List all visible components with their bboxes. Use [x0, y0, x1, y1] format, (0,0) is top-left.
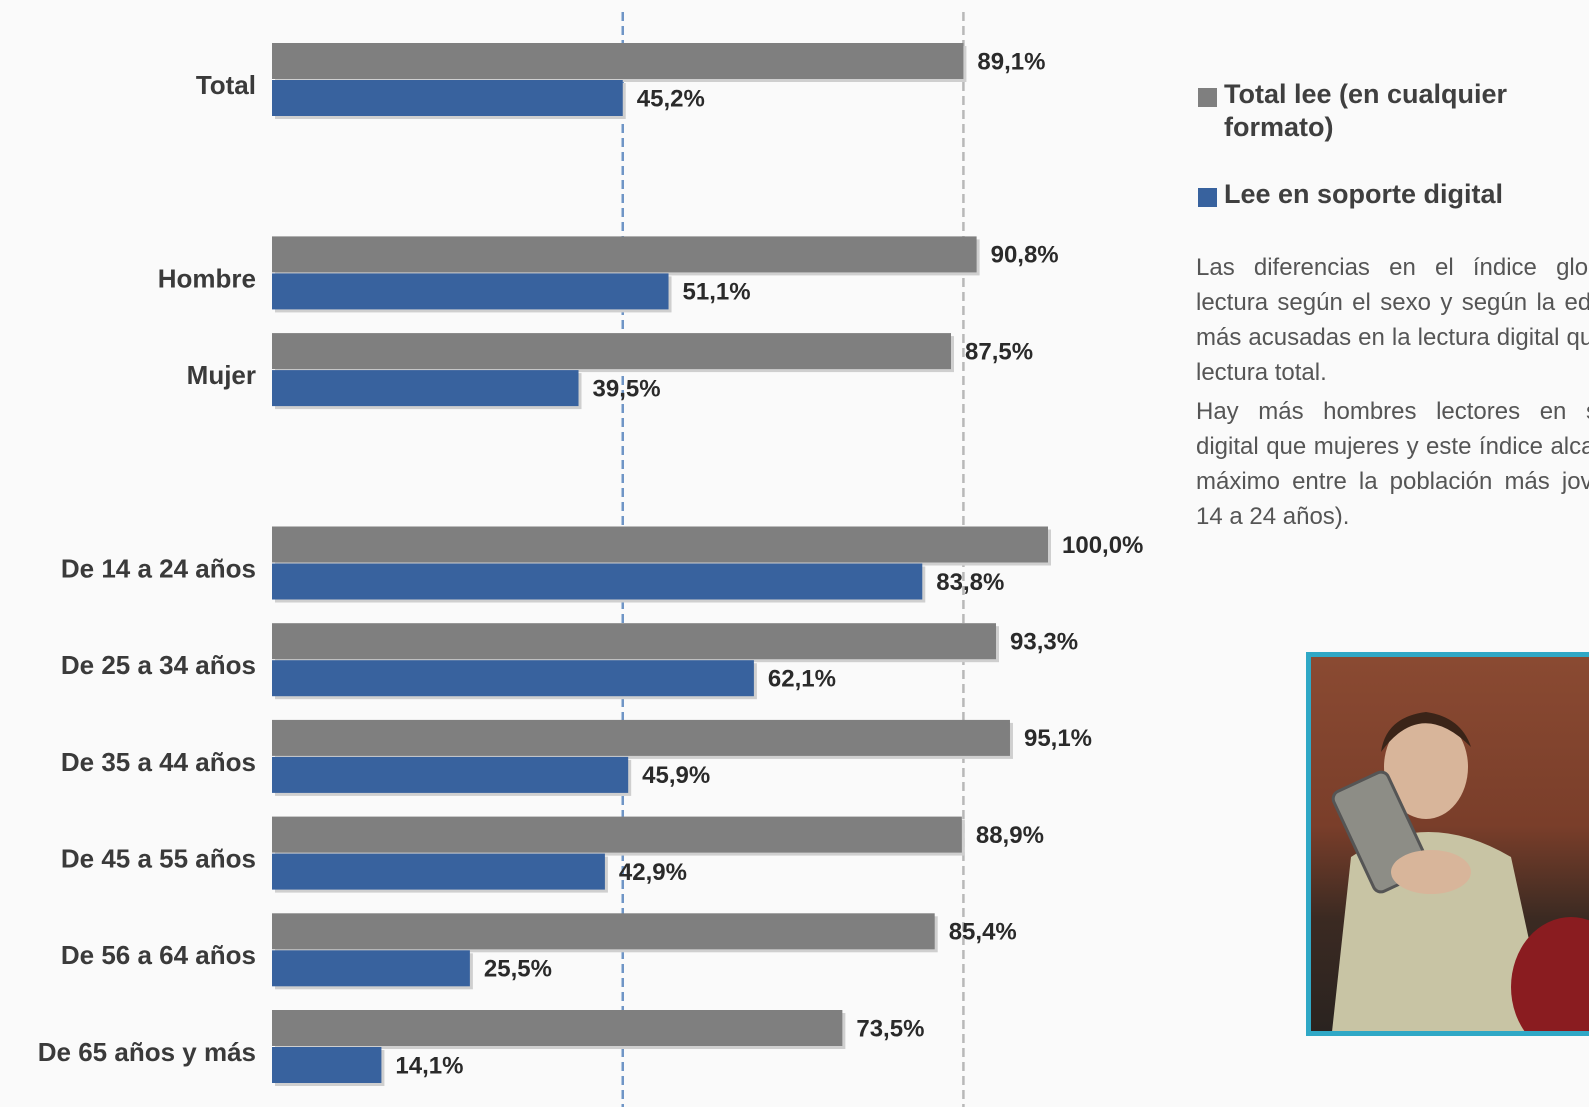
bar	[272, 913, 935, 950]
value-label: 45,2%	[637, 85, 705, 112]
bar	[272, 756, 629, 793]
bar	[272, 526, 1048, 563]
category-label: Total	[196, 70, 256, 100]
legend-label: Lee en soporte digital	[1224, 179, 1504, 209]
value-label: 14,1%	[395, 1052, 463, 1079]
photo-drawing	[1331, 712, 1589, 1031]
category-label: De 35 a 44 años	[61, 747, 256, 777]
category-label: De 45 a 55 años	[61, 843, 256, 873]
note: Las diferencias en el índice global de l…	[1196, 250, 1589, 538]
value-label: 100,0%	[1062, 532, 1143, 559]
bar	[272, 660, 754, 697]
legend-item: Lee en soporte digital	[1198, 178, 1589, 211]
value-label: 39,5%	[593, 375, 661, 402]
value-label: 85,4%	[949, 919, 1017, 946]
category-label: De 25 a 34 años	[61, 650, 256, 680]
legend: Total lee (en cualquier formato) Lee en s…	[1198, 78, 1589, 245]
value-label: 51,1%	[683, 279, 751, 306]
bar	[272, 623, 997, 660]
photo	[1306, 652, 1589, 1036]
value-label: 87,5%	[965, 338, 1033, 365]
legend-item: Total lee (en cualquier formato)	[1198, 78, 1589, 144]
note-text: Hay más hombres lectores en soporte digi…	[1196, 398, 1589, 530]
bar	[272, 1047, 382, 1083]
category-label: De 14 a 24 años	[61, 553, 256, 583]
chart: Total 89,1% 45,2% Hombre 90,8% 51,1% Mujer 87,5…	[38, 12, 1143, 1107]
legend-swatch	[1198, 188, 1217, 207]
value-label: 90,8%	[991, 242, 1059, 269]
value-label: 89,1%	[977, 48, 1045, 75]
note-text: Las diferencias en el índice global de l…	[1196, 254, 1589, 386]
bar	[272, 273, 669, 310]
value-label: 42,9%	[619, 859, 687, 886]
category-label: Mujer	[187, 360, 256, 390]
bar	[272, 719, 1010, 756]
value-label: 25,5%	[484, 956, 552, 983]
bar	[272, 333, 951, 370]
value-label: 88,9%	[976, 822, 1044, 849]
bar	[272, 816, 962, 853]
value-label: 73,5%	[856, 1015, 924, 1042]
category-label: Hombre	[158, 263, 256, 293]
legend-label: Total lee (en cualquier formato)	[1224, 79, 1508, 142]
bar	[272, 43, 964, 79]
legend-swatch	[1198, 88, 1217, 107]
value-label: 83,8%	[936, 569, 1004, 596]
bar	[272, 853, 605, 890]
bar	[272, 1010, 843, 1046]
category-label: De 56 a 64 años	[61, 940, 256, 970]
bar	[272, 563, 923, 600]
value-label: 93,3%	[1010, 629, 1078, 656]
bar	[272, 370, 579, 407]
category-label: De 65 años y más	[38, 1037, 256, 1067]
bar	[272, 236, 977, 273]
value-label: 45,9%	[642, 762, 710, 789]
value-label: 95,1%	[1024, 725, 1092, 752]
bar	[272, 950, 470, 987]
value-label: 62,1%	[768, 666, 836, 693]
bar	[272, 80, 623, 116]
